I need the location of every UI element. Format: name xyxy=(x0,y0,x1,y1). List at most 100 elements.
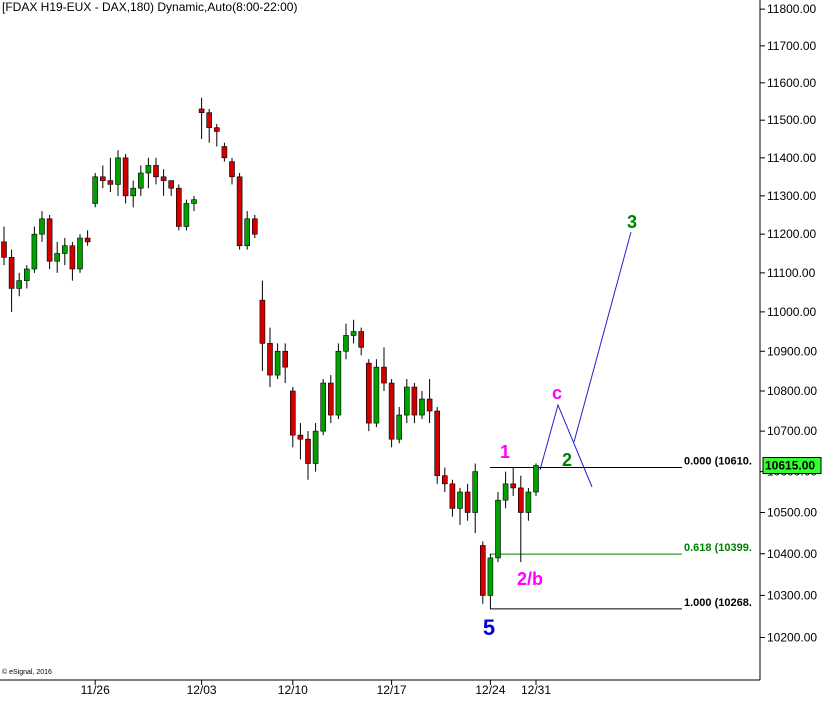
candle-body xyxy=(54,253,61,262)
candle-body xyxy=(160,176,167,181)
candle-body xyxy=(396,414,403,440)
y-tick-label: 10200.00 xyxy=(767,631,817,645)
last-price-box xyxy=(762,457,822,475)
candle-body xyxy=(274,350,281,376)
candle-body xyxy=(267,343,273,376)
candle-body xyxy=(153,165,159,178)
candle-body xyxy=(130,187,136,197)
fib-label: 0.618 (10399. xyxy=(684,542,752,554)
candle-body xyxy=(16,280,23,289)
candle-body xyxy=(282,350,289,368)
candle-body xyxy=(335,350,342,416)
candle-body xyxy=(411,386,418,416)
y-tick-label: 11500.00 xyxy=(767,113,816,127)
candle-body xyxy=(69,245,76,270)
candle-body xyxy=(327,382,334,416)
candle-body xyxy=(533,465,539,493)
candle-body xyxy=(343,335,349,352)
candle-body xyxy=(191,199,197,204)
x-tick-label: 12/10 xyxy=(278,683,308,697)
candle-body xyxy=(305,438,311,464)
y-tick-label: 11400.00 xyxy=(767,151,816,165)
candle-body xyxy=(426,398,433,412)
candle-body xyxy=(252,218,258,235)
x-tick-label: 12/03 xyxy=(187,683,217,697)
candle-body xyxy=(46,218,53,262)
candle-body xyxy=(517,487,524,513)
candle-body xyxy=(289,390,296,436)
candle-body xyxy=(77,237,83,270)
candle-body xyxy=(138,172,144,189)
y-tick-label: 10500.00 xyxy=(767,506,817,520)
projection-line xyxy=(573,231,632,443)
candle-body xyxy=(107,180,114,185)
last-price-label: 10615.00 xyxy=(765,459,815,473)
candle-body xyxy=(510,483,517,489)
candle-body xyxy=(464,491,471,513)
wave-label: 5 xyxy=(483,615,495,640)
candle-body xyxy=(168,180,174,189)
y-tick-label: 10400.00 xyxy=(767,547,817,561)
candle-body xyxy=(1,241,7,258)
candle-body xyxy=(39,218,45,235)
candle-body xyxy=(320,382,327,432)
y-tick-label: 11000.00 xyxy=(767,305,816,319)
fib-label: 1.000 (10268. xyxy=(684,597,752,609)
candle-body xyxy=(502,483,509,501)
y-tick-label: 11100.00 xyxy=(767,266,816,280)
candle-body xyxy=(236,176,243,247)
candle-body xyxy=(244,218,250,247)
candle-body xyxy=(214,127,220,132)
candle-body xyxy=(434,410,441,476)
wave-label: c xyxy=(552,383,562,403)
wave-label: 3 xyxy=(627,212,637,232)
candle-body xyxy=(183,203,190,227)
candle-body xyxy=(403,386,410,416)
candle-body xyxy=(365,362,372,424)
footer: © eSignal, 2016 xyxy=(2,668,52,676)
candle-body xyxy=(457,491,463,509)
candle-body xyxy=(419,398,425,416)
candle-body xyxy=(479,545,486,596)
wave-label: 1 xyxy=(500,442,510,462)
y-tick-label: 10800.00 xyxy=(767,384,817,398)
candle-body xyxy=(176,187,182,227)
fib-label: 0.000 (10610. xyxy=(684,456,752,468)
candle-body xyxy=(373,366,380,424)
candle-body xyxy=(206,112,212,128)
candle-body xyxy=(441,475,448,485)
candle-body xyxy=(61,245,68,254)
candle-body xyxy=(100,176,106,181)
candle-body xyxy=(145,165,152,174)
candle-body xyxy=(350,331,357,336)
candle-body xyxy=(122,157,129,197)
candle-body xyxy=(8,257,15,289)
y-tick-label: 10700.00 xyxy=(767,424,817,438)
x-tick-label: 12/31 xyxy=(521,683,551,697)
x-tick-label: 11/26 xyxy=(81,683,110,697)
y-tick-label: 11800.00 xyxy=(767,2,816,16)
candle-body xyxy=(198,108,205,113)
candle-body xyxy=(229,161,235,178)
y-tick-label: 11200.00 xyxy=(767,227,816,241)
x-tick-label: 12/17 xyxy=(377,683,407,697)
candle-body xyxy=(358,331,365,348)
y-tick-label: 10900.00 xyxy=(767,344,817,358)
candle-body xyxy=(495,499,501,559)
projection-line xyxy=(539,403,593,488)
wave-label: 2 xyxy=(562,450,572,470)
y-tick-label: 11300.00 xyxy=(767,189,816,203)
candle-body xyxy=(312,430,319,464)
candle-body xyxy=(92,176,98,204)
y-tick-label: 10300.00 xyxy=(767,588,817,602)
chart-title: [FDAX H19-EUX - DAX,180) Dynamic,Auto(8:… xyxy=(2,0,297,14)
candle-body xyxy=(381,366,387,384)
wave-label: 2/b xyxy=(517,569,543,589)
candle-body xyxy=(84,237,91,243)
candle-body xyxy=(31,233,38,270)
candle-body xyxy=(449,483,456,509)
candle-body xyxy=(23,268,30,281)
candle-body xyxy=(525,491,532,513)
